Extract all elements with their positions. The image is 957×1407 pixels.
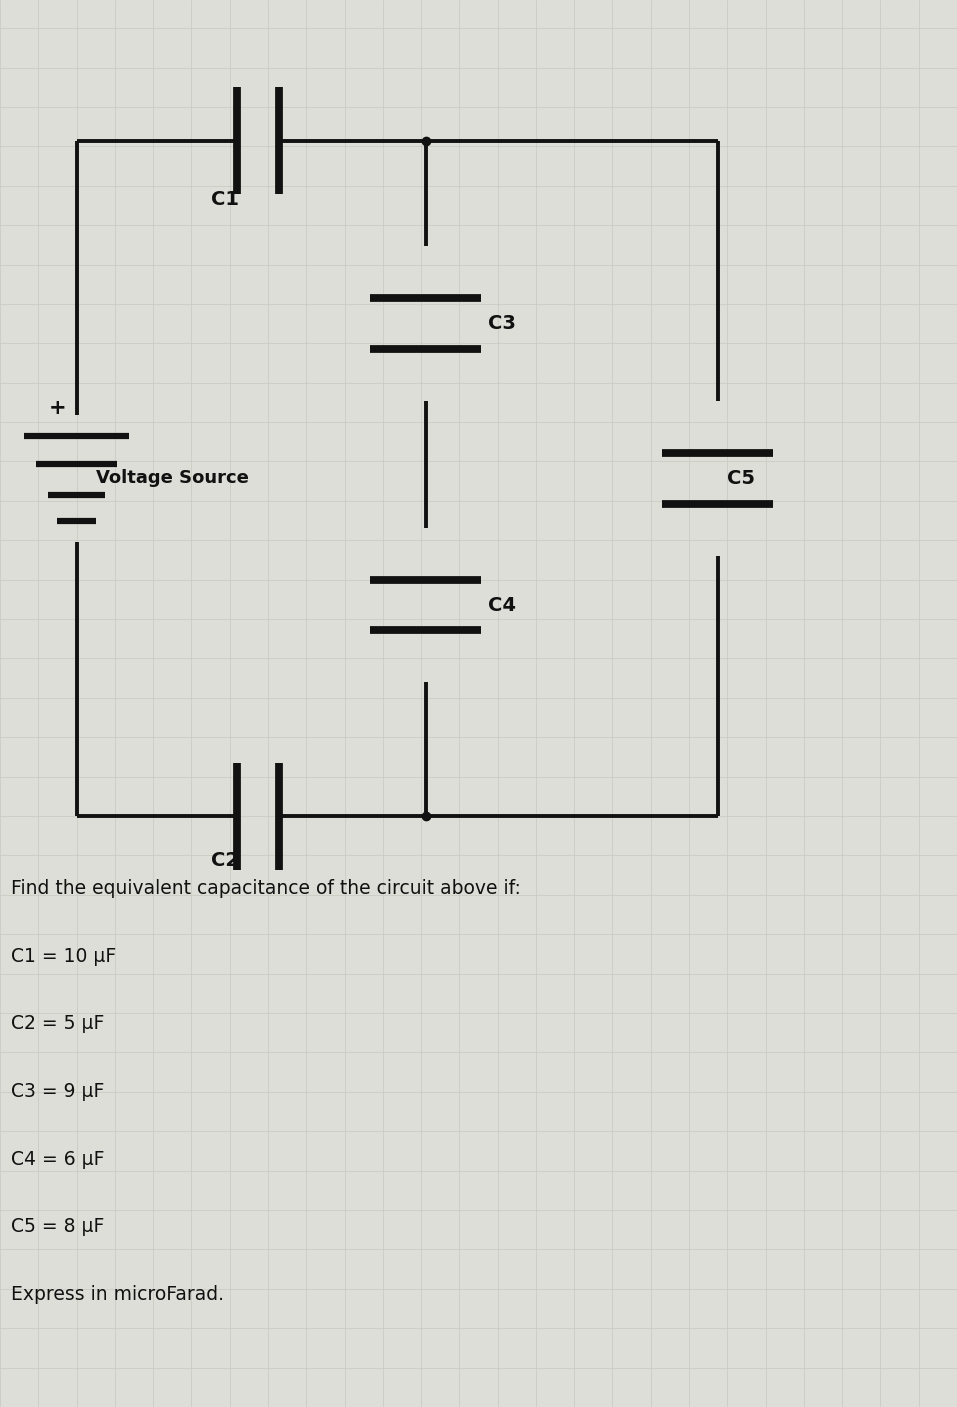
Text: C4: C4 <box>488 595 516 615</box>
Text: C1 = 10 μF: C1 = 10 μF <box>11 947 117 967</box>
Text: +: + <box>49 398 66 418</box>
Text: C1: C1 <box>211 190 239 210</box>
Text: C4 = 6 μF: C4 = 6 μF <box>11 1150 105 1169</box>
Text: C5: C5 <box>727 469 755 488</box>
Text: Voltage Source: Voltage Source <box>96 470 249 487</box>
Text: C2 = 5 μF: C2 = 5 μF <box>11 1014 105 1034</box>
Text: Express in microFarad.: Express in microFarad. <box>11 1285 225 1304</box>
Text: C2: C2 <box>211 851 239 871</box>
Text: Find the equivalent capacitance of the circuit above if:: Find the equivalent capacitance of the c… <box>11 879 522 899</box>
Text: C5 = 8 μF: C5 = 8 μF <box>11 1217 105 1237</box>
Text: C3: C3 <box>488 314 516 333</box>
Text: C3 = 9 μF: C3 = 9 μF <box>11 1082 105 1102</box>
